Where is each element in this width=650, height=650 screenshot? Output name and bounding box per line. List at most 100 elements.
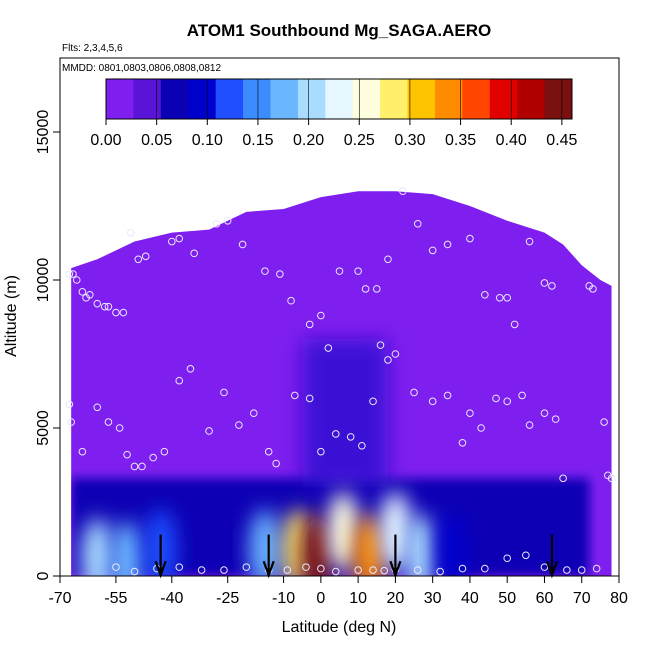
sample-point — [119, 308, 128, 317]
sample-point — [175, 376, 184, 385]
sample-point — [428, 397, 437, 406]
sample-point — [495, 293, 504, 302]
sample-point — [592, 564, 601, 573]
sample-point — [399, 187, 407, 195]
sample-point — [115, 424, 124, 432]
colorbar-segment — [462, 79, 491, 119]
sample-point — [138, 462, 146, 471]
sample-point — [428, 246, 437, 255]
sample-point — [331, 430, 340, 438]
sample-point — [65, 270, 74, 278]
sample-point — [540, 279, 549, 287]
colorbar-segment — [270, 79, 299, 119]
sample-point — [272, 459, 280, 468]
sample-point — [175, 563, 184, 571]
hotspot — [327, 491, 360, 572]
colorbar-segment — [352, 79, 381, 119]
colorbar-tick-label: 0.45 — [546, 132, 577, 149]
sample-point — [331, 567, 340, 576]
sample-point — [481, 291, 489, 299]
sample-point — [559, 474, 567, 483]
sample-point — [354, 566, 362, 574]
sample-point — [522, 551, 530, 560]
sample-point — [376, 341, 385, 349]
sample-point — [223, 217, 232, 225]
sample-point — [525, 237, 534, 246]
colorbar-segment — [380, 79, 409, 119]
colorbar-tick-label: 0.35 — [445, 132, 476, 149]
sample-point — [220, 388, 228, 397]
sample-point — [242, 563, 251, 571]
sample-point — [410, 388, 418, 397]
colorbar-tick-label: 0.20 — [293, 132, 324, 149]
x-tick-label: 70 — [573, 590, 591, 607]
colorbar-tick-label: 0.30 — [394, 132, 425, 149]
sample-point — [372, 285, 381, 293]
sample-point — [249, 409, 258, 418]
hotspot — [111, 521, 144, 576]
sample-point — [130, 462, 139, 471]
plot-frame — [59, 57, 620, 577]
arrow-head — [389, 560, 402, 579]
hotspot — [379, 491, 412, 572]
x-axis-label: Latitude (deg N) — [282, 619, 397, 636]
x-tick-label: -55 — [104, 590, 127, 607]
hotspot — [435, 512, 468, 576]
sample-point — [317, 311, 325, 320]
sample-point — [443, 240, 452, 249]
y-tick-label: 0 — [35, 571, 52, 580]
y-axis-label: Altitude (m) — [3, 275, 20, 357]
sample-point — [540, 563, 549, 571]
colorbar-segment — [517, 79, 546, 119]
sample-point — [100, 302, 109, 311]
sample-point — [160, 447, 169, 456]
sample-point — [287, 296, 295, 305]
colorbar-segment — [544, 79, 573, 119]
sample-point — [86, 291, 94, 299]
sample-point — [112, 308, 120, 317]
sample-point — [384, 255, 392, 264]
sample-point — [261, 267, 269, 275]
sample-point — [134, 255, 143, 264]
sample-point — [72, 276, 81, 284]
sample-point — [577, 566, 586, 574]
sample-point — [190, 249, 198, 258]
colorbar-segment — [434, 79, 463, 119]
sample-point — [540, 409, 549, 418]
hotspot — [405, 515, 438, 576]
sample-point — [548, 282, 556, 290]
colorbar-tick-label: 0.05 — [141, 132, 172, 149]
colorbar-segment — [325, 79, 354, 119]
flights-subtitle: Flts: 2,3,4,5,6 — [62, 43, 123, 54]
x-tick-label: -25 — [216, 590, 239, 607]
colorbar-tick-label: 0.15 — [242, 132, 273, 149]
sample-point — [264, 447, 273, 456]
x-tick-label: 30 — [424, 590, 442, 607]
sample-point — [186, 365, 195, 373]
x-tick-label: 10 — [349, 590, 367, 607]
sample-point — [477, 424, 485, 432]
arrow-head — [545, 560, 558, 579]
arrows — [154, 534, 558, 579]
colorbar-tick-label: 0.10 — [192, 132, 223, 149]
heatmap-field — [65, 187, 616, 576]
sample-point — [65, 400, 74, 409]
x-axis: -70 -55 -40 -25 -10 0 10 20 30 40 50 60 70 80 — [48, 576, 628, 607]
sample-point — [358, 441, 366, 450]
x-tick-label: 50 — [498, 590, 516, 607]
sample-point — [149, 453, 157, 462]
sample-point — [276, 270, 284, 278]
x-tick-label: -70 — [48, 590, 71, 607]
sample-point — [492, 394, 500, 403]
sample-point — [317, 447, 325, 456]
sample-point — [361, 285, 370, 293]
arrow-head — [262, 560, 275, 579]
sample-point — [78, 447, 87, 456]
sample-point — [238, 240, 247, 249]
sample-point — [380, 566, 389, 575]
x-tick-label: -10 — [272, 590, 295, 607]
colorbar-segment — [243, 79, 271, 119]
colorbar-segment — [188, 79, 217, 119]
x-tick-label: 80 — [610, 590, 628, 607]
sample-point — [67, 418, 75, 426]
